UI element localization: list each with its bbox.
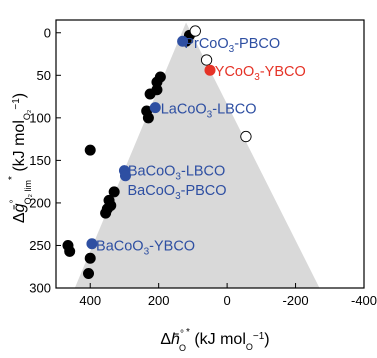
compound-label: BaCoO3-YBCO <box>96 238 195 257</box>
y-tick-label: 0 <box>44 25 51 40</box>
x-axis-ticks: 400 200 0 -200 -400 <box>79 283 377 308</box>
y-axis-title: Δḡ° O₂ lim* (kJ molO₂−1) <box>7 93 33 223</box>
x-tick-label: -200 <box>283 293 309 308</box>
data-point-blue-filled <box>86 238 98 250</box>
y-axis-ticks: 0 50 100 150 200 250 300 <box>29 25 61 296</box>
x-tick-label: -400 <box>351 293 377 308</box>
compound-label: PrCoO3-PBCO <box>184 36 280 55</box>
data-point-white-open <box>200 54 213 66</box>
data-point-white-open <box>240 130 252 143</box>
compound-label: BaCoO3-LBCO <box>128 164 225 183</box>
stability-region <box>74 22 320 288</box>
compound-label: YCoO3-YBCO <box>215 64 306 83</box>
y-tick-label: 100 <box>29 110 51 125</box>
x-axis-title: Δh̄° O* (kJ molO−1) <box>160 327 269 353</box>
data-point-black-filled <box>151 84 163 96</box>
plot-frame <box>55 19 365 289</box>
y-tick-label: 150 <box>29 153 51 168</box>
x-tick-label: 400 <box>79 293 101 308</box>
x-tick-label: 200 <box>148 293 170 308</box>
data-point-black-filled <box>64 245 76 257</box>
data-point-blue-filled <box>119 170 131 182</box>
x-tick-label: 0 <box>223 293 230 308</box>
stability-region-layer <box>74 22 320 288</box>
data-point-black-filled <box>84 144 96 156</box>
data-point-black-filled <box>142 112 154 124</box>
compound-label: LaCoO3-LBCO <box>161 101 257 120</box>
data-point-white-open <box>189 25 201 37</box>
data-point-black-filled <box>84 252 96 264</box>
compound-label: BaCoO3-PBCO <box>128 183 227 202</box>
data-point-black-filled <box>83 268 95 280</box>
y-tick-label: 300 <box>29 281 51 296</box>
y-tick-label: 50 <box>37 68 51 83</box>
data-point-blue-filled <box>149 102 161 114</box>
data-point-black-filled <box>100 207 112 219</box>
data-point-red-filled <box>204 64 216 76</box>
data-point-black-filled <box>108 186 120 198</box>
data-point-blue-filled <box>177 35 189 47</box>
annotations-layer: PrCoO3-PBCO YCoO3-YBCO LaCoO3-LBCO BaCoO3-L… <box>96 36 306 257</box>
y-tick-label: 200 <box>29 195 51 210</box>
y-tick-label: 250 <box>29 238 51 253</box>
data-points-layer <box>62 25 252 280</box>
data-point-black-filled <box>105 199 117 211</box>
